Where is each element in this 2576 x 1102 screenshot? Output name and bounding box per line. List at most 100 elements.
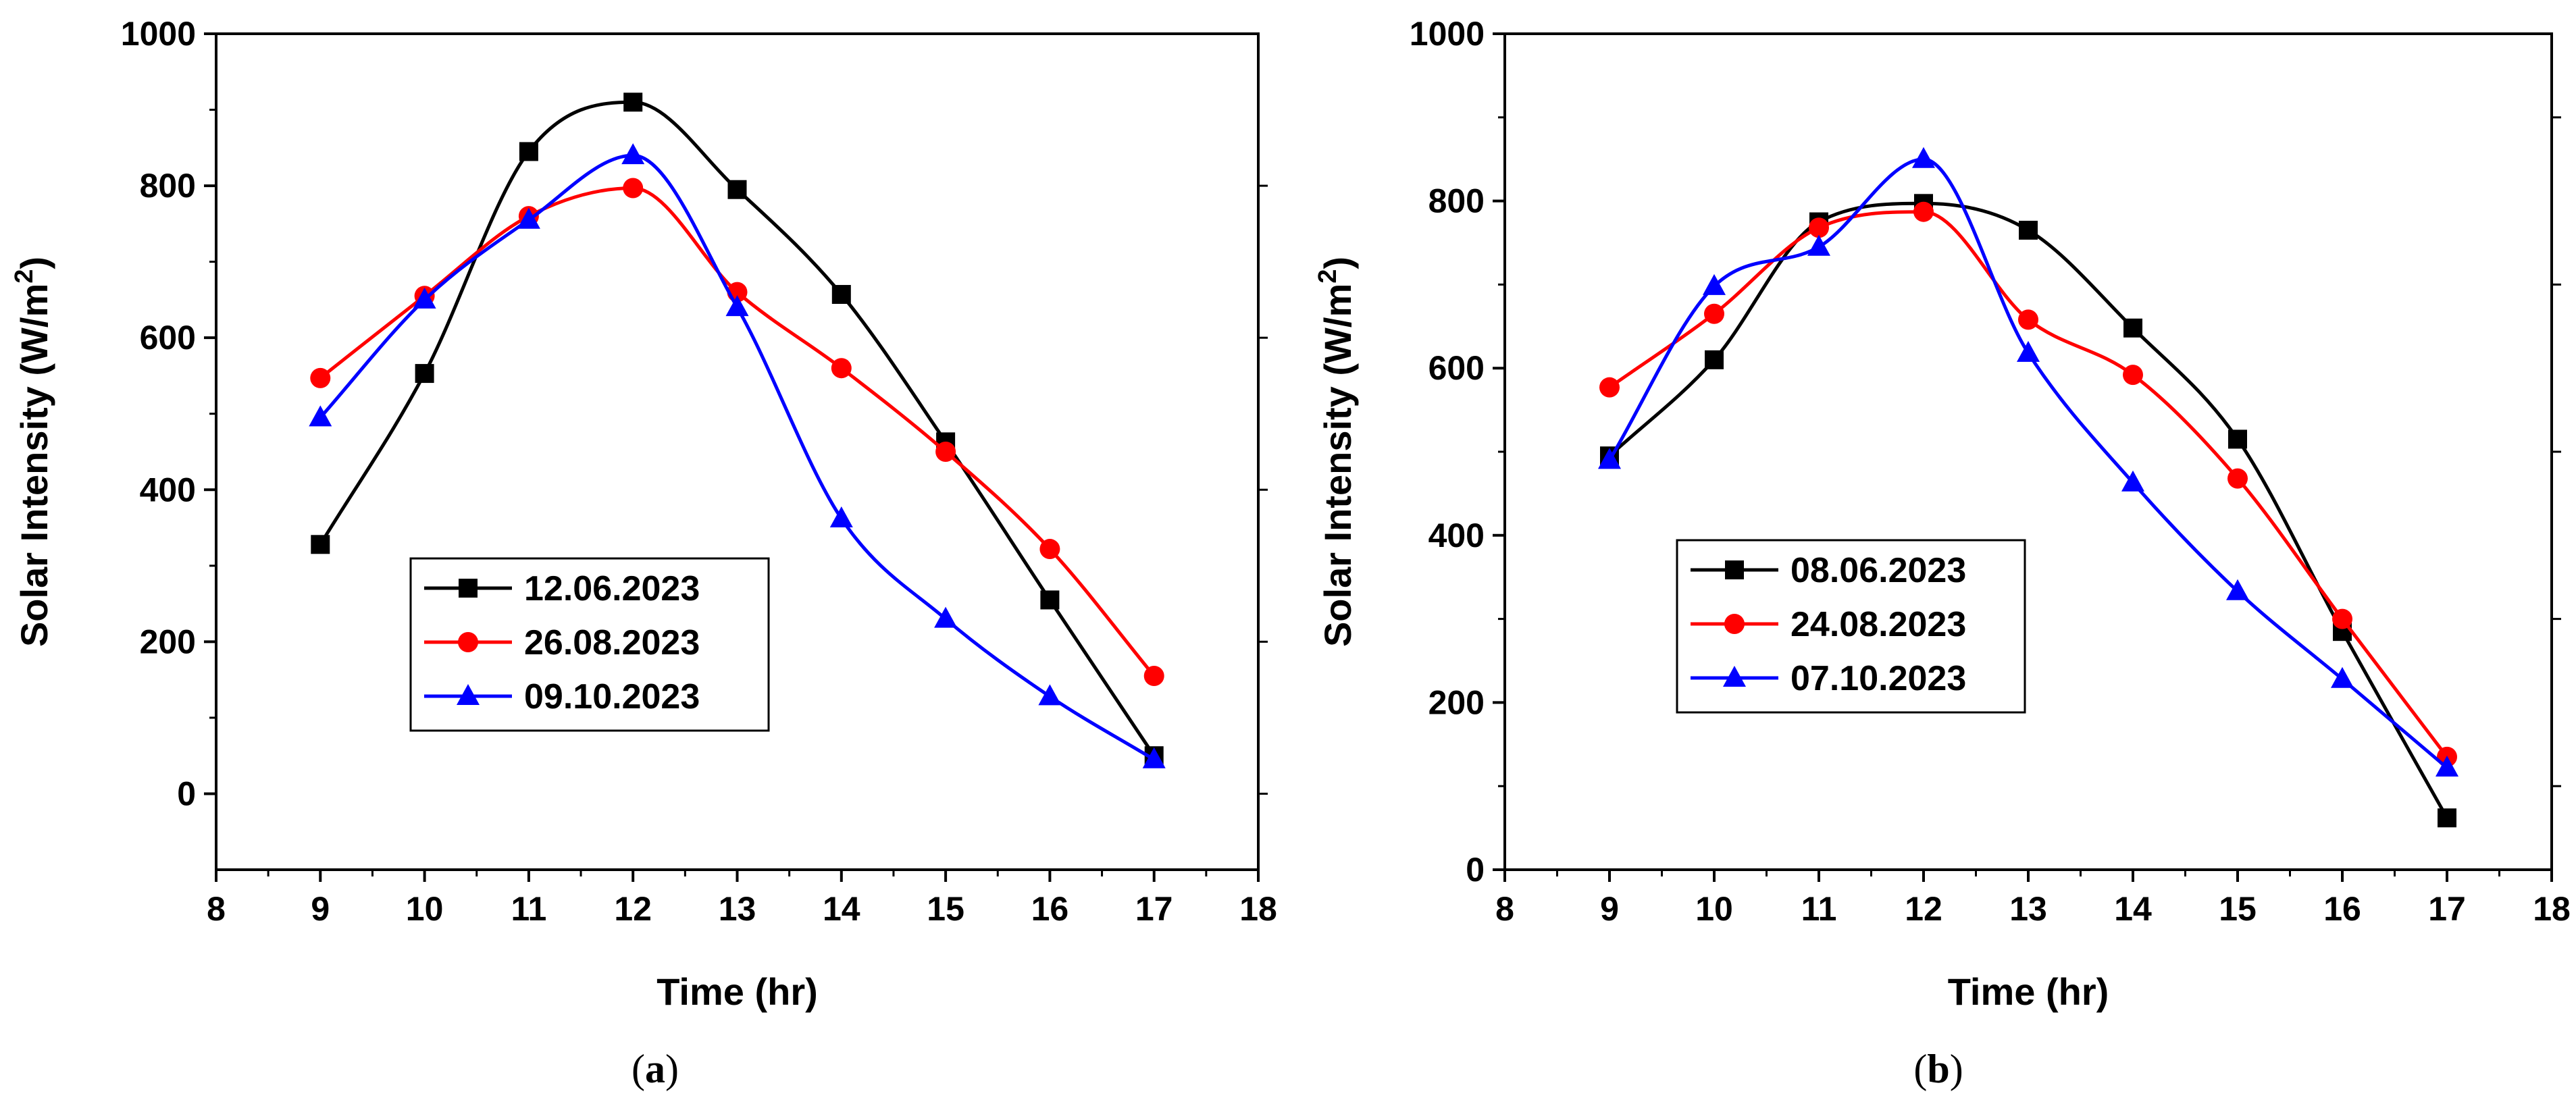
legend: 12.06.2023 26.08.2023 09.10.2023 bbox=[409, 557, 770, 732]
x-tick-label: 12 bbox=[614, 890, 652, 928]
x-tick-label: 11 bbox=[1801, 890, 1837, 928]
data-point bbox=[1703, 273, 1726, 295]
data-point bbox=[1809, 217, 1829, 238]
y-axis-label: Solar Intensity (W/m2) bbox=[10, 257, 55, 647]
y-tick-label: 600 bbox=[140, 319, 196, 357]
legend-marker bbox=[459, 579, 478, 598]
x-tick-label: 14 bbox=[823, 890, 860, 928]
data-point bbox=[310, 367, 331, 388]
data-point bbox=[2123, 318, 2142, 338]
data-point bbox=[831, 285, 851, 305]
y-tick-label: 0 bbox=[177, 775, 196, 812]
data-point bbox=[2438, 808, 2456, 828]
data-point bbox=[1912, 147, 1935, 168]
y-axis-label: Solar Intensity (W/m2) bbox=[1314, 257, 1359, 647]
legend-label: 08.06.2023 bbox=[1791, 551, 1966, 590]
legend-marker bbox=[457, 684, 480, 705]
x-axis-label: Time (hr) bbox=[656, 970, 818, 1013]
x-tick-label: 15 bbox=[2219, 890, 2257, 928]
data-point bbox=[2331, 666, 2354, 688]
data-point bbox=[517, 207, 540, 229]
y-tick-label: 600 bbox=[1428, 349, 1485, 387]
y-tick-label: 1000 bbox=[121, 15, 196, 53]
y-tick-label: 200 bbox=[140, 623, 196, 660]
series-line bbox=[1608, 201, 2449, 819]
y-tick-label: 1000 bbox=[1410, 15, 1485, 53]
data-point bbox=[2332, 608, 2352, 629]
series-24.08.2023 bbox=[1599, 201, 2457, 767]
x-tick-label: 10 bbox=[1695, 890, 1733, 928]
data-point bbox=[2228, 429, 2247, 449]
data-point bbox=[2227, 468, 2248, 489]
x-tick-label: 12 bbox=[1905, 890, 1942, 928]
data-point bbox=[2017, 340, 2040, 362]
data-point bbox=[623, 178, 644, 199]
data-point bbox=[725, 295, 749, 317]
data-point bbox=[413, 287, 436, 309]
legend-label: 24.08.2023 bbox=[1791, 605, 1966, 644]
data-point bbox=[1598, 448, 1621, 469]
x-tick-label: 17 bbox=[2428, 890, 2466, 928]
data-point bbox=[934, 606, 958, 628]
data-point bbox=[831, 358, 852, 379]
data-point bbox=[2226, 579, 2249, 600]
data-point bbox=[415, 364, 434, 384]
legend-marker bbox=[1725, 560, 1744, 579]
legend-label: 07.10.2023 bbox=[1791, 659, 1966, 698]
chart-panel-b: 8 9 10 11 12 13 14 15 16 17 18 0 200 400 600 800 1000 Tim… bbox=[1314, 15, 2571, 1091]
x-tick-label: 10 bbox=[406, 890, 444, 928]
plot-frame bbox=[215, 32, 1260, 871]
data-point bbox=[2019, 220, 2038, 240]
series-08.06.2023 bbox=[1600, 194, 2456, 828]
data-point bbox=[1913, 201, 1934, 222]
x-axis-label: Time (hr) bbox=[1948, 970, 2109, 1013]
legend-marker bbox=[1724, 614, 1745, 634]
data-point bbox=[1038, 684, 1062, 706]
legend-label: 09.10.2023 bbox=[524, 677, 700, 716]
x-tick-label: 16 bbox=[2323, 890, 2361, 928]
data-point bbox=[1143, 666, 1164, 687]
y-tick-label: 200 bbox=[1428, 683, 1485, 721]
data-point bbox=[1040, 590, 1060, 610]
series-line bbox=[1608, 210, 2448, 758]
x-tick-label: 16 bbox=[1031, 890, 1069, 928]
data-point bbox=[2123, 365, 2143, 386]
data-point bbox=[1704, 303, 1724, 324]
y-tick-label: 800 bbox=[140, 167, 196, 205]
data-point bbox=[1142, 747, 1166, 768]
x-tick-label: 17 bbox=[1135, 890, 1173, 928]
data-point bbox=[2018, 309, 2038, 330]
data-point bbox=[727, 180, 747, 199]
x-tick-label: 13 bbox=[2009, 890, 2047, 928]
data-point bbox=[2121, 470, 2144, 492]
series-line bbox=[1607, 157, 2448, 769]
data-point bbox=[1807, 234, 1830, 256]
x-tick-label: 13 bbox=[719, 890, 756, 928]
x-tick-label: 15 bbox=[927, 890, 964, 928]
data-point bbox=[2436, 755, 2458, 777]
panel-label: (a) bbox=[632, 1047, 679, 1091]
x-tick-label: 18 bbox=[1239, 890, 1277, 928]
data-point bbox=[1705, 350, 1724, 369]
plot-frame bbox=[1503, 32, 2553, 871]
y-tick-label: 0 bbox=[1466, 851, 1485, 889]
data-point bbox=[1599, 377, 1620, 398]
y-tick-label: 400 bbox=[1428, 517, 1485, 554]
x-tick-label: 18 bbox=[2533, 890, 2571, 928]
series-07.10.2023 bbox=[1598, 147, 2458, 777]
legend-marker bbox=[458, 632, 478, 652]
x-tick-label: 9 bbox=[311, 890, 330, 928]
data-point bbox=[309, 405, 332, 427]
legend: 08.06.2023 24.08.2023 07.10.2023 bbox=[1676, 539, 2026, 714]
panel-label: (b) bbox=[1913, 1047, 1963, 1091]
x-tick-label: 11 bbox=[511, 890, 546, 928]
data-point bbox=[935, 442, 956, 462]
x-tick-label: 9 bbox=[1600, 890, 1619, 928]
x-tick-label: 14 bbox=[2114, 890, 2152, 928]
series-26.08.2023 bbox=[310, 178, 1164, 687]
series-09.10.2023 bbox=[309, 143, 1166, 768]
legend-label: 26.08.2023 bbox=[524, 623, 700, 662]
data-point bbox=[623, 93, 643, 112]
y-tick-label: 400 bbox=[140, 471, 196, 508]
